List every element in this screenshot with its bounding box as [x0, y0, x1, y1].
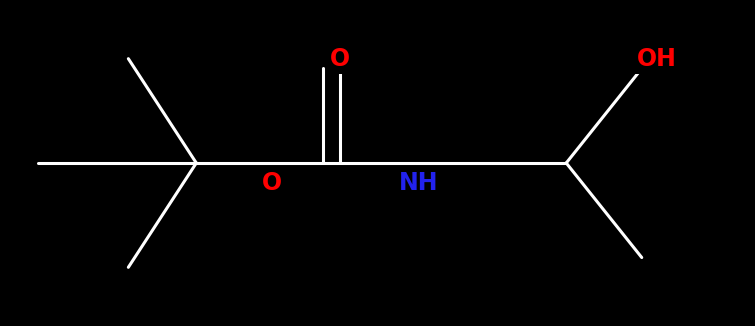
Text: NH: NH [399, 170, 439, 195]
Text: O: O [262, 170, 282, 195]
Text: OH: OH [637, 47, 676, 71]
Text: O: O [330, 47, 350, 71]
